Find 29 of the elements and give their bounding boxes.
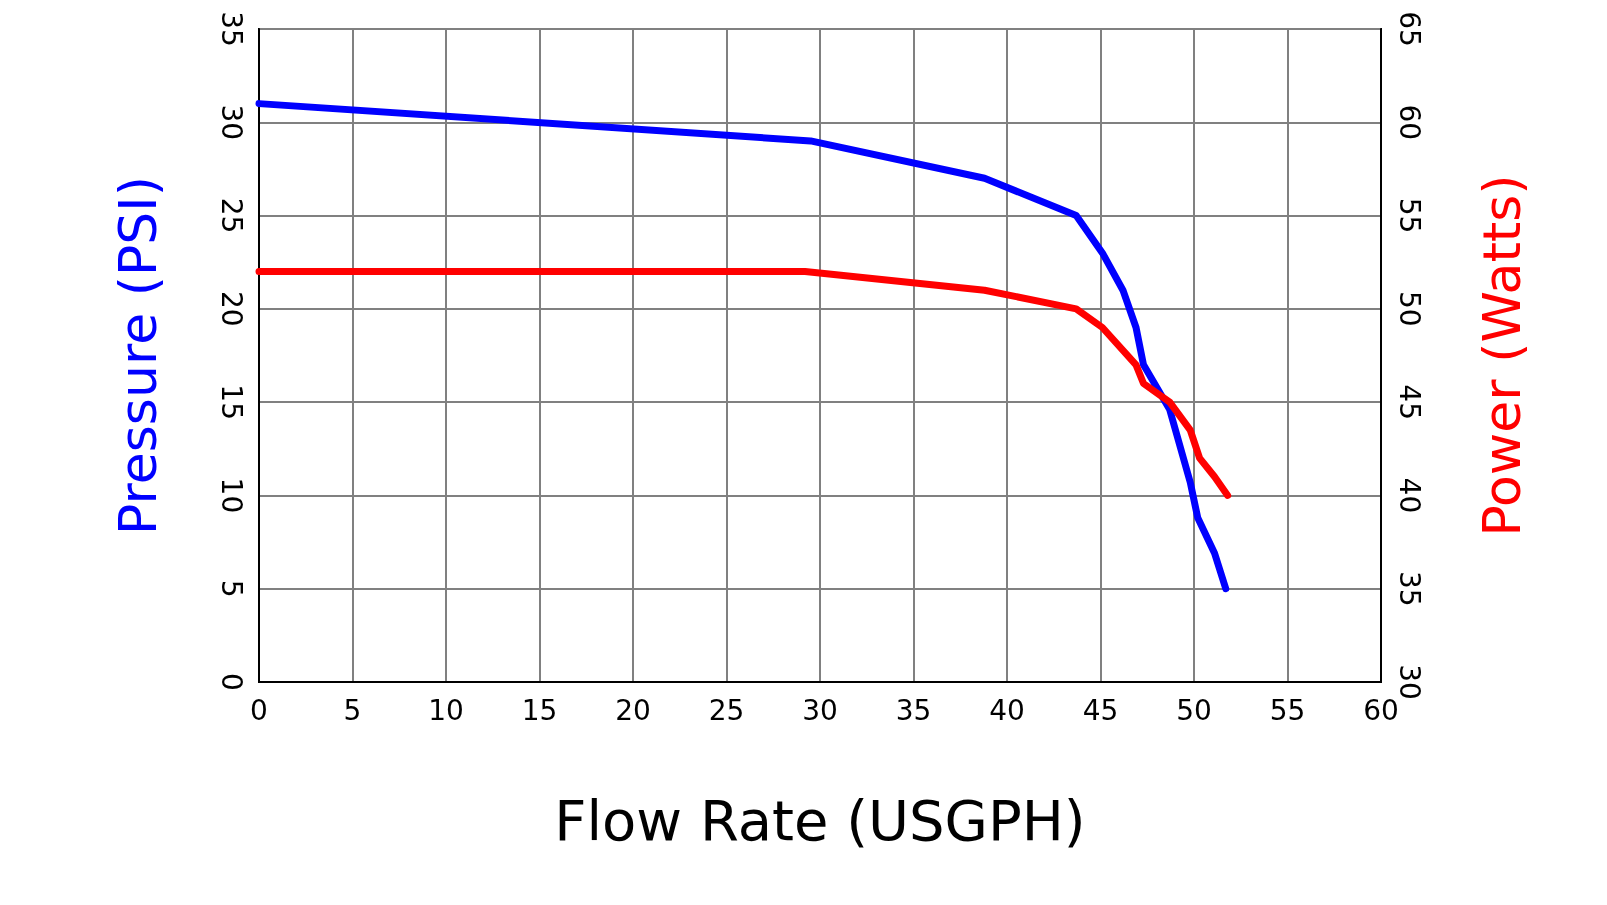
y2-tick-label: 65 xyxy=(1392,11,1426,47)
x-tick-label: 40 xyxy=(989,693,1025,727)
x-tick-label: 10 xyxy=(428,693,464,727)
y-tick-label: 15 xyxy=(214,384,248,420)
x-tick-label: 55 xyxy=(1269,693,1306,727)
y-tick-label: 20 xyxy=(214,291,248,327)
x-axis-title: Flow Rate (USGPH) xyxy=(554,787,1086,853)
y-tick-label: 35 xyxy=(214,11,248,47)
x-tick-label: 25 xyxy=(708,693,745,727)
y-tick-label: 10 xyxy=(214,477,248,514)
x-tick-label: 15 xyxy=(521,693,558,727)
y2-tick-label: 40 xyxy=(1392,477,1426,514)
x-tick-label: 5 xyxy=(343,693,362,727)
x-tick-label: 45 xyxy=(1082,693,1119,727)
y-tick-label: 5 xyxy=(214,579,248,598)
x-tick-label: 35 xyxy=(895,693,932,727)
x-tick-label: 20 xyxy=(615,693,651,727)
y2-tick-label: 45 xyxy=(1392,384,1426,420)
y-tick-label: 0 xyxy=(214,673,248,691)
y-axis-title: Pressure (PSI) xyxy=(108,176,168,535)
y2-tick-label: 55 xyxy=(1392,197,1426,234)
x-tick-label: 50 xyxy=(1176,693,1212,727)
y-tick-label: 30 xyxy=(214,104,248,141)
y2-axis-title: Power (Watts) xyxy=(1472,174,1532,537)
y-tick-label: 25 xyxy=(214,197,248,234)
y2-tick-label: 60 xyxy=(1392,104,1426,141)
x-tick-label: 30 xyxy=(802,693,838,727)
y2-tick-label: 50 xyxy=(1392,291,1426,327)
y2-tick-label: 35 xyxy=(1392,570,1426,607)
